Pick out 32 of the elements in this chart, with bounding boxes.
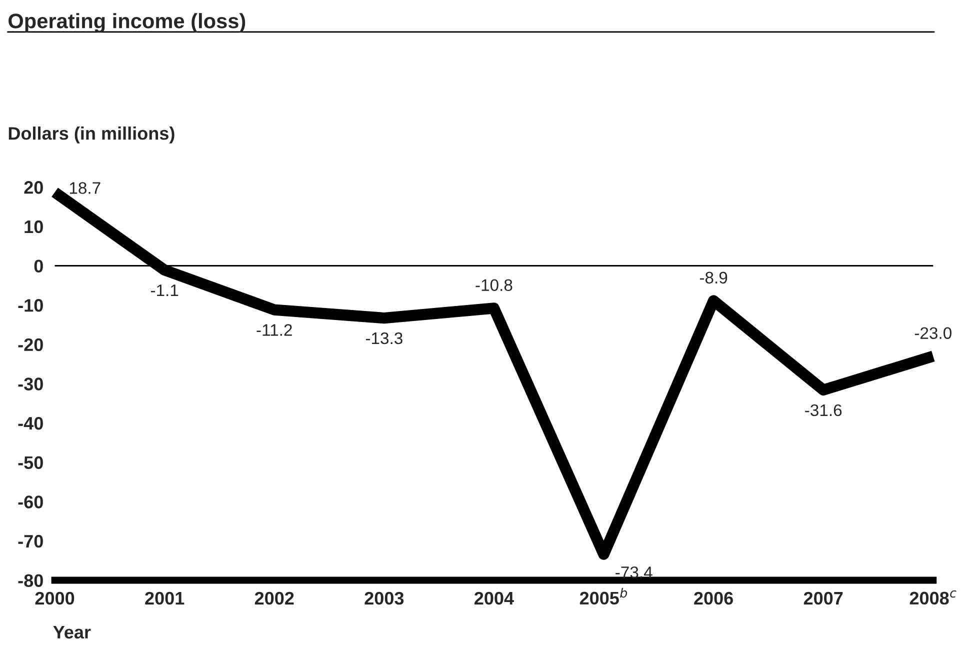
- x-tick-label: 2000: [35, 592, 74, 605]
- chart-title: Operating income (loss): [8, 13, 246, 33]
- x-tick-label: 2008$^{c}$: [910, 590, 956, 605]
- y-tick-label: -60: [18, 496, 43, 508]
- y-tick-label: -50: [18, 456, 43, 470]
- x-tick-label: 2004: [474, 592, 514, 605]
- y-axis-title: Dollars (in millions): [8, 126, 174, 144]
- x-tick-label: 2001: [145, 592, 184, 605]
- y-tick-label: 0: [34, 260, 43, 272]
- y-tick-label: -20: [18, 338, 43, 352]
- x-tick-label: 2002: [254, 592, 294, 605]
- text: -31.6: [805, 404, 842, 416]
- text: -73.4: [616, 566, 652, 578]
- y-tick-label: -80: [18, 574, 43, 587]
- text: -23.0: [914, 327, 952, 339]
- text: -10.8: [476, 279, 512, 292]
- x-tick-label: 2005$^{b}$: [580, 588, 628, 605]
- x-tick-label: 2006: [694, 592, 733, 605]
- y-tick-label: 20: [24, 181, 43, 194]
- text: 18.7: [70, 182, 100, 194]
- y-tick-label: 10: [24, 220, 43, 234]
- text: -13.3: [366, 332, 402, 344]
- y-tick-label: -10: [18, 299, 43, 312]
- y-tick-label: -70: [18, 534, 43, 548]
- text: -11.2: [256, 324, 292, 336]
- x-tick-label: 2007: [804, 592, 843, 605]
- y-tick-label: -30: [18, 378, 43, 390]
- text: -8.9: [700, 272, 728, 284]
- x-axis-title: Year: [53, 626, 91, 639]
- y-tick-label: -40: [18, 416, 43, 430]
- x-tick-label: 2003: [364, 592, 404, 605]
- text: -1.1: [150, 284, 178, 296]
